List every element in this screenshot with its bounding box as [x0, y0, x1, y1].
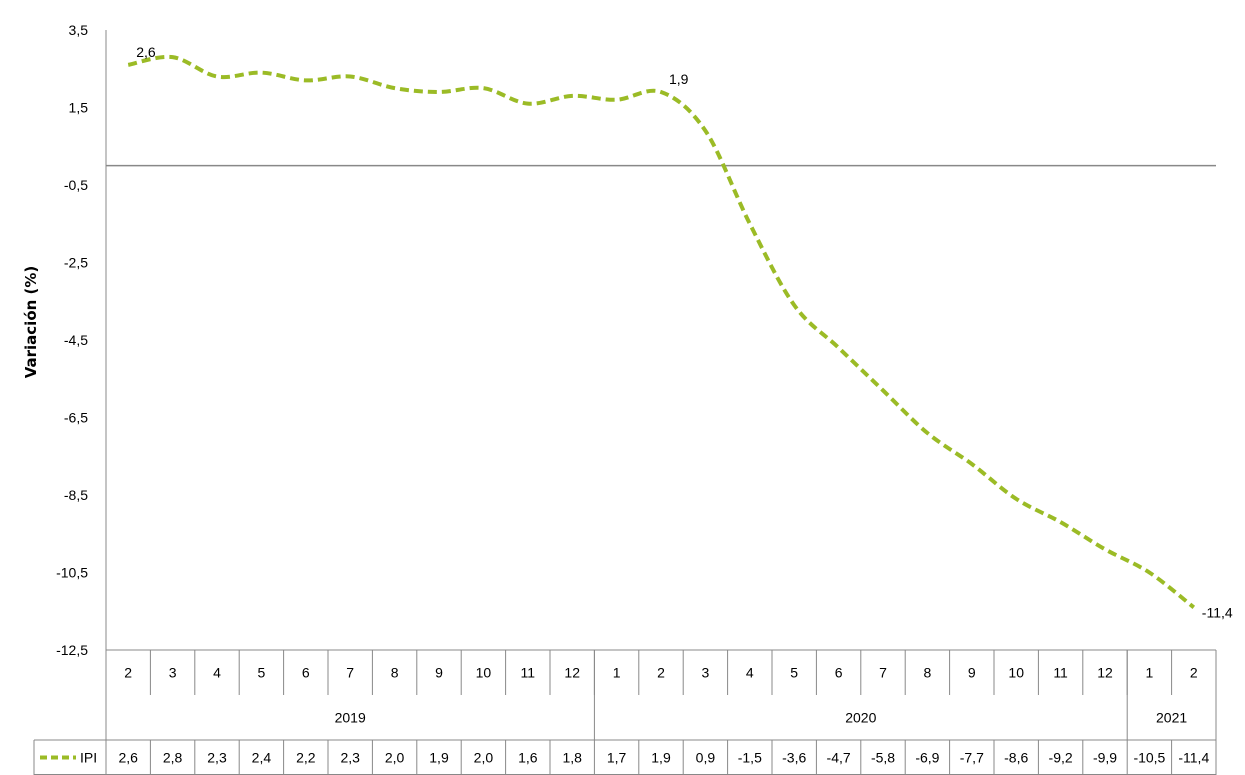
- x-tick-year: 2020: [845, 710, 876, 726]
- x-tick-month: 2: [124, 665, 132, 681]
- x-tick-month: 8: [391, 665, 399, 681]
- table-value-cell: 1,9: [429, 750, 449, 766]
- table-value-cell: 1,6: [518, 750, 538, 766]
- x-tick-month: 5: [790, 665, 798, 681]
- x-tick-month: 10: [1008, 665, 1024, 681]
- x-tick-month: 2: [657, 665, 665, 681]
- y-tick-label: -4,5: [64, 332, 88, 348]
- data-label: 2,6: [136, 44, 156, 60]
- table-value-cell: -4,7: [827, 750, 851, 766]
- x-tick-month: 4: [213, 665, 221, 681]
- table-value-cell: 2,0: [474, 750, 494, 766]
- x-tick-month: 9: [968, 665, 976, 681]
- x-tick-month: 6: [835, 665, 843, 681]
- table-value-cell: -8,6: [1004, 750, 1028, 766]
- x-tick-month: 7: [346, 665, 354, 681]
- table-value-cell: 0,9: [696, 750, 716, 766]
- y-tick-label: -6,5: [64, 410, 88, 426]
- y-tick-label: 1,5: [69, 100, 89, 116]
- x-tick-year: 2019: [335, 710, 366, 726]
- table-value-cell: 2,4: [252, 750, 272, 766]
- table-value-cell: -3,6: [782, 750, 806, 766]
- x-tick-month: 2: [1190, 665, 1198, 681]
- table-value-cell: 2,3: [340, 750, 360, 766]
- table-value-cell: 2,3: [207, 750, 227, 766]
- x-tick-year: 2021: [1156, 710, 1187, 726]
- table-value-cell: 2,2: [296, 750, 316, 766]
- table-value-cell: -5,8: [871, 750, 895, 766]
- data-label: 1,9: [669, 71, 689, 87]
- table-value-cell: 2,0: [385, 750, 405, 766]
- y-axis-label: Variación (%): [22, 266, 40, 379]
- x-tick-month: 3: [169, 665, 177, 681]
- table-value-cell: -11,4: [1178, 750, 1209, 766]
- x-tick-month: 11: [1053, 665, 1068, 681]
- x-tick-month: 7: [879, 665, 887, 681]
- legend-label: IPI: [80, 750, 97, 766]
- x-tick-month: 5: [258, 665, 266, 681]
- x-tick-month: 8: [924, 665, 932, 681]
- x-tick-month: 4: [746, 665, 754, 681]
- x-tick-month: 1: [613, 665, 621, 681]
- x-tick-month: 9: [435, 665, 443, 681]
- x-tick-month: 3: [702, 665, 710, 681]
- table-value-cell: 2,6: [118, 750, 138, 766]
- table-value-cell: 1,8: [562, 750, 582, 766]
- table-value-cell: -9,2: [1049, 750, 1073, 766]
- y-tick-label: 3,5: [69, 22, 89, 38]
- ipi-series-line: [127, 54, 1196, 609]
- y-tick-label: -2,5: [64, 255, 88, 271]
- table-value-cell: -10,5: [1133, 750, 1165, 766]
- x-tick-month: 12: [1097, 665, 1113, 681]
- x-tick-month: 12: [564, 665, 580, 681]
- x-tick-month: 11: [521, 665, 536, 681]
- table-value-cell: 1,7: [607, 750, 627, 766]
- x-tick-month: 6: [302, 665, 310, 681]
- y-tick-label: -8,5: [64, 487, 88, 503]
- data-label: -11,4: [1202, 604, 1233, 620]
- table-value-cell: -6,9: [915, 750, 939, 766]
- x-tick-month: 10: [476, 665, 492, 681]
- table-value-cell: -7,7: [960, 750, 984, 766]
- x-tick-month: 1: [1146, 665, 1154, 681]
- table-value-cell: -9,9: [1093, 750, 1117, 766]
- table-value-cell: -1,5: [738, 750, 762, 766]
- y-tick-label: -0,5: [64, 177, 88, 193]
- y-tick-label: -12,5: [56, 642, 88, 658]
- table-value-cell: 2,8: [163, 750, 183, 766]
- y-tick-label: -10,5: [56, 565, 88, 581]
- table-value-cell: 1,9: [651, 750, 671, 766]
